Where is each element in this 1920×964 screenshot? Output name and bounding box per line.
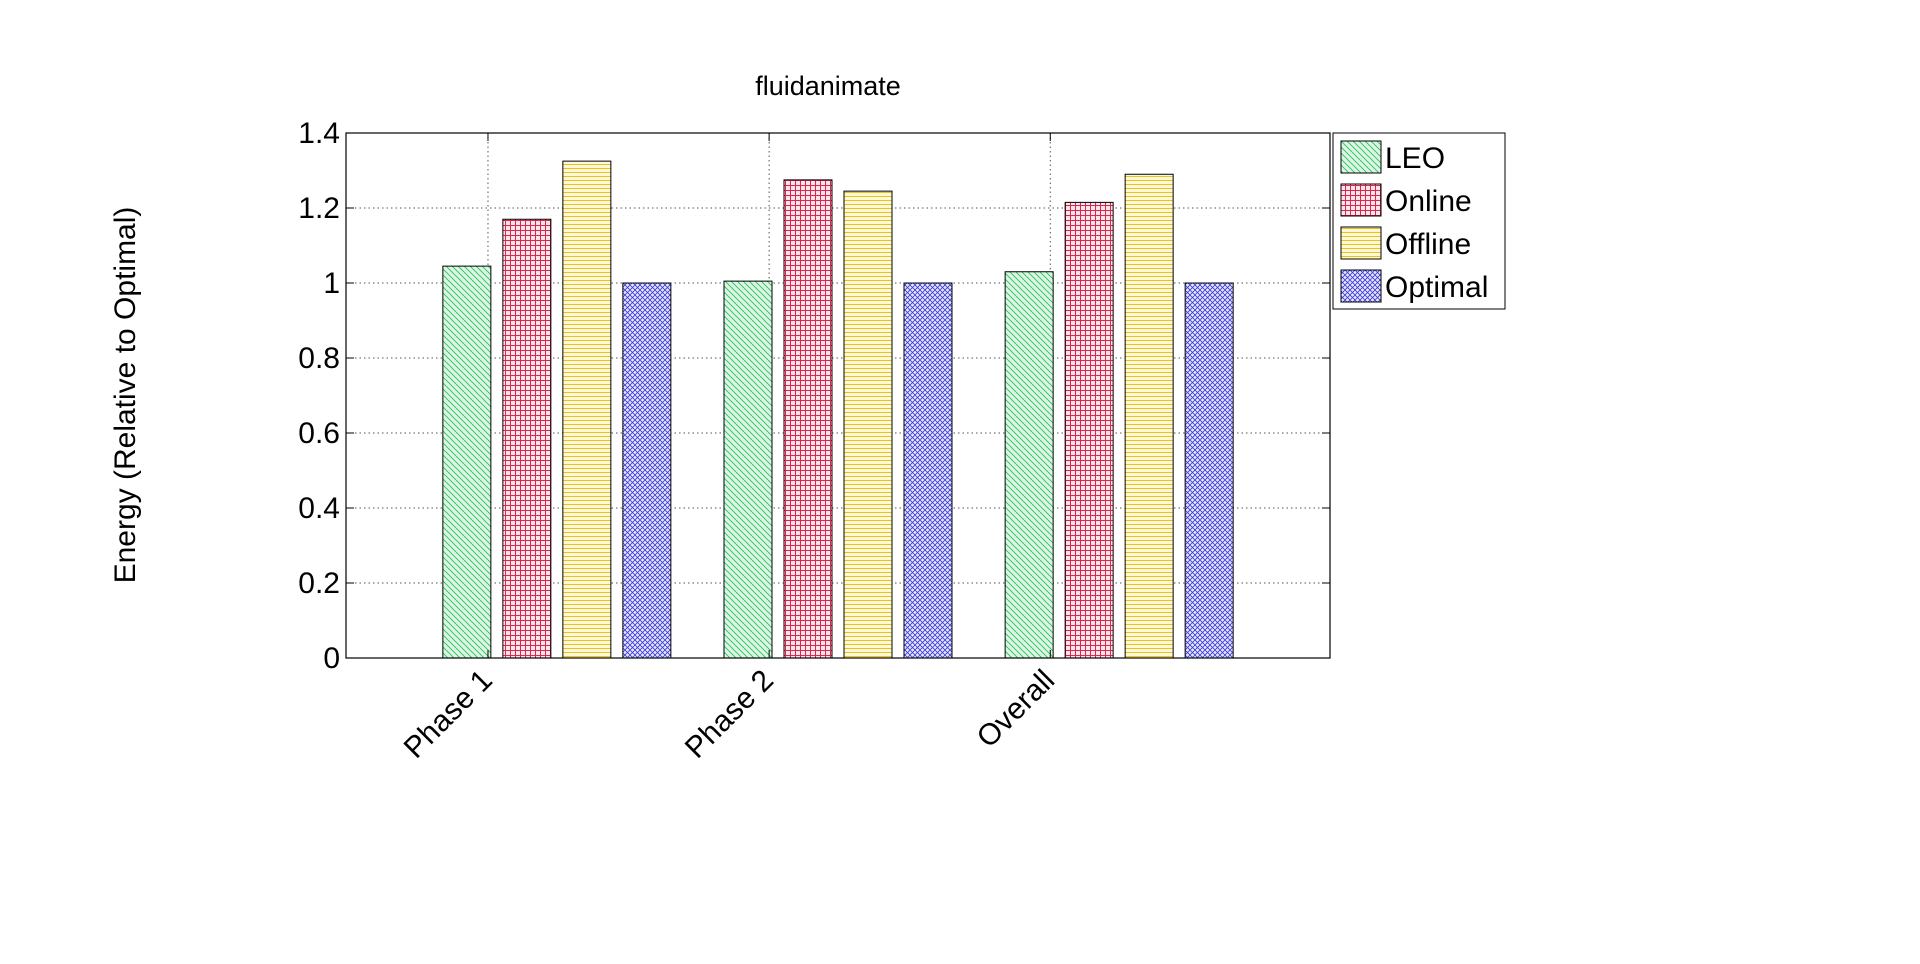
- bar-online: [1064, 201, 1114, 659]
- legend-swatch-online: [1340, 183, 1382, 217]
- y-tick-label: 1.4: [298, 117, 340, 150]
- bar-leo: [1004, 271, 1054, 659]
- y-tick-label: 0.8: [298, 342, 340, 375]
- bar-optimal: [903, 282, 953, 659]
- bar-offline: [562, 160, 612, 659]
- legend-swatch-offline: [1340, 226, 1382, 260]
- bar-optimal: [622, 282, 672, 659]
- bar-leo: [442, 265, 492, 659]
- plot-frame: [345, 132, 1331, 659]
- legend-swatch-optimal: [1340, 269, 1382, 303]
- bar-online: [502, 218, 552, 659]
- y-tick-label: 0.6: [298, 417, 340, 450]
- bar-online: [783, 179, 833, 659]
- y-tick-label: 0: [323, 642, 340, 675]
- legend-swatch-leo: [1340, 140, 1382, 174]
- bar-leo: [723, 280, 773, 659]
- bar-optimal: [1184, 282, 1234, 659]
- y-axis-label: Energy (Relative to Optimal): [109, 207, 142, 584]
- legend-label-leo: LEO: [1385, 142, 1445, 175]
- legend-label-optimal: Optimal: [1385, 271, 1488, 304]
- legend-label-online: Online: [1385, 185, 1472, 218]
- y-tick-label: 0.4: [298, 492, 340, 525]
- bar-offline: [843, 190, 893, 659]
- y-tick-label: 1: [323, 267, 340, 300]
- y-tick-label: 0.2: [298, 567, 340, 600]
- bar-offline: [1124, 173, 1174, 659]
- bars: [442, 160, 1234, 659]
- legend-label-offline: Offline: [1385, 228, 1471, 261]
- y-tick-label: 1.2: [298, 192, 340, 225]
- chart-title: fluidanimate: [755, 71, 901, 101]
- legend: LEO Online Offline Optimal: [1332, 132, 1506, 310]
